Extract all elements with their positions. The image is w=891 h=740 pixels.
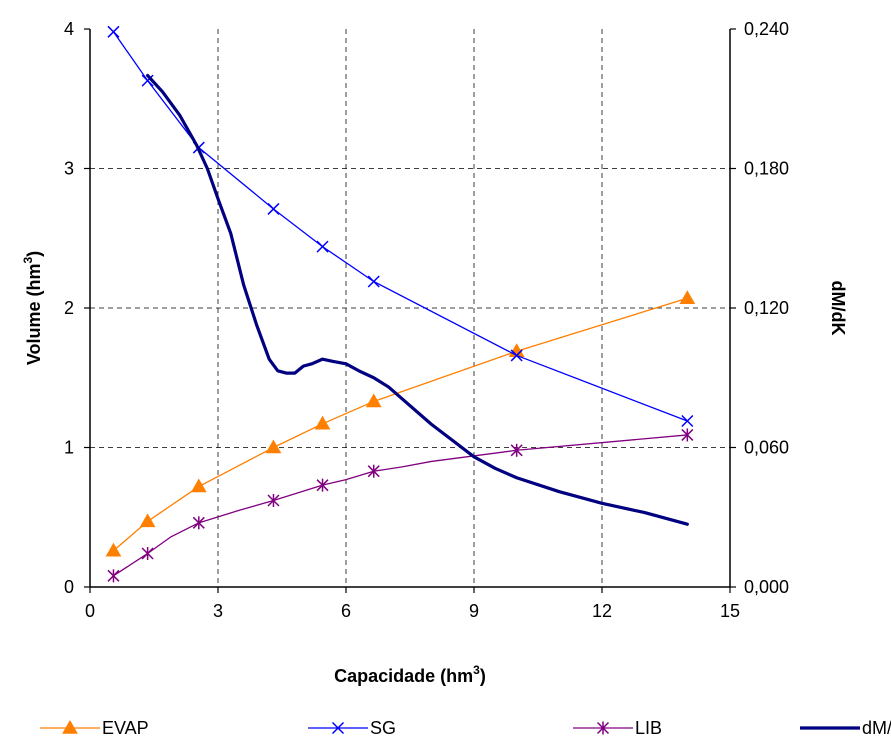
data-point-sg-stroke: [681, 414, 694, 428]
x-axis-title: Capacidade (hm3): [334, 663, 486, 686]
data-point-sg-stroke: [510, 349, 523, 362]
legend-marker-lib: [596, 721, 610, 735]
y-tick-label: 2: [64, 298, 74, 318]
x-tick-label: 12: [592, 601, 612, 621]
data-point-lib: [141, 547, 154, 561]
series-line-evap: [112, 297, 688, 552]
legend-label-evap: EVAP: [102, 718, 149, 738]
data-point-lib: [367, 464, 380, 478]
y-axis-title: Volume (hm3): [21, 251, 44, 365]
series-line-dm-dk: [146, 73, 689, 526]
y-tick-label: 1: [64, 438, 74, 458]
legend: EVAP SG LIB dM/dK: [40, 718, 891, 738]
data-point-evap: [314, 415, 331, 430]
y2-tick-label: 0,120: [744, 298, 789, 318]
y-tick-label: 4: [64, 19, 74, 39]
legend-label-lib: LIB: [635, 718, 662, 738]
y2-tick-label: 0,060: [744, 438, 789, 458]
data-point-sg: [681, 414, 694, 428]
data-point-sg: [510, 349, 523, 362]
legend-label-sg: SG: [370, 718, 396, 738]
x-tick-label: 0: [85, 601, 95, 621]
legend-marker-sg: [331, 721, 345, 735]
y-tick-label: 0: [64, 577, 74, 597]
x-tick-label: 15: [720, 601, 740, 621]
data-point-sg: [316, 240, 329, 253]
data-point-lib: [316, 478, 329, 492]
data-point-evap: [139, 513, 156, 528]
legend-item-evap: EVAP: [40, 718, 149, 738]
x-tick-label: 9: [469, 601, 479, 621]
y2-tick-label: 0,000: [744, 577, 789, 597]
data-point-lib: [107, 569, 120, 583]
data-point-lib: [192, 516, 205, 530]
data-point-evap: [105, 542, 122, 557]
data-point-evap: [265, 439, 282, 454]
series-layer: [105, 25, 696, 583]
data-point-sg: [107, 25, 120, 38]
legend-label-dm-dk: dM/dK: [862, 718, 891, 738]
legend-marker-evap: [62, 719, 78, 734]
data-point-sg-stroke: [367, 275, 380, 288]
data-point-evap: [365, 393, 382, 408]
data-point-evap: [190, 478, 207, 493]
data-point-sg-stroke: [141, 74, 154, 87]
y2-tick-label: 0,240: [744, 19, 789, 39]
data-point-sg: [141, 74, 154, 87]
legend-item-sg: SG: [308, 718, 396, 738]
legend-item-lib: LIB: [573, 718, 662, 738]
legend-item-dm-dk: dM/dK: [800, 718, 891, 738]
data-point-lib: [267, 494, 280, 508]
data-point-evap: [679, 290, 696, 304]
axes: [84, 28, 736, 593]
data-point-sg: [367, 275, 380, 288]
data-point-lib: [510, 443, 523, 457]
y2-tick-label: 0,180: [744, 159, 789, 179]
data-point-lib: [681, 428, 694, 442]
x-tick-label: 6: [341, 601, 351, 621]
legend-marker-sg-stroke: [331, 721, 345, 735]
data-point-sg-stroke: [107, 25, 120, 38]
x-tick-label: 3: [213, 601, 223, 621]
y2-axis-title: dM/dK: [828, 281, 848, 336]
data-point-sg-stroke: [267, 202, 280, 215]
data-point-sg-stroke: [316, 240, 329, 253]
y-tick-label: 3: [64, 159, 74, 179]
data-point-sg: [267, 202, 280, 215]
grid: [90, 29, 730, 587]
series-line-sg: [112, 31, 688, 422]
